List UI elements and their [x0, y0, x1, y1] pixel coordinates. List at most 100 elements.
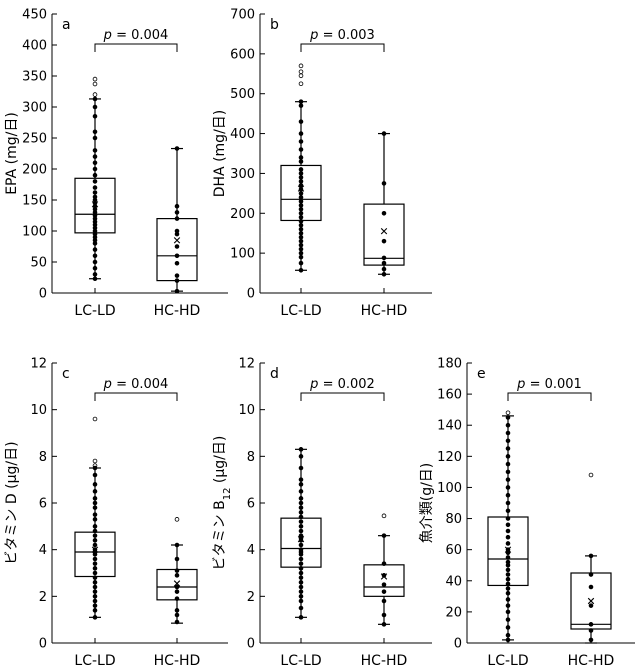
x-category-label: HC-HD [361, 303, 408, 319]
y-axis-label: ビタミン B12 (μg/日) [212, 436, 233, 571]
data-point [505, 541, 511, 546]
data-point [298, 489, 304, 494]
panel-c: 0 2 4 6 8 10 12 c ビタミン D (μg/日) LC-LD HC-HD p = 0.0… [4, 357, 228, 669]
data-point [505, 500, 511, 506]
data-point [298, 207, 304, 212]
data-point [505, 492, 511, 498]
significance-bracket [300, 43, 385, 52]
data-point [298, 246, 304, 252]
data-point [92, 561, 98, 566]
significance-bracket [507, 392, 592, 401]
box-HC-HD [363, 131, 405, 277]
y-tick-label: 150 [22, 194, 47, 209]
data-point [588, 553, 594, 559]
data-point [92, 517, 98, 522]
data-point [505, 581, 511, 587]
data-point [505, 590, 511, 596]
data-point [298, 179, 304, 184]
mean-marker [380, 573, 388, 580]
data-point [505, 603, 511, 608]
data-point [298, 496, 304, 501]
data-point [298, 267, 304, 273]
data-point [174, 146, 180, 151]
panel-letter: a [62, 17, 71, 33]
data-point [298, 556, 304, 562]
data-point [381, 561, 387, 566]
data-point [174, 260, 180, 266]
data-point [505, 461, 511, 467]
data-point [381, 238, 387, 244]
data-point [505, 576, 511, 582]
data-point [298, 465, 304, 471]
data-point [92, 416, 98, 422]
data-point [505, 469, 511, 475]
data-point [92, 538, 98, 543]
data-point [92, 500, 98, 506]
box-iqr [156, 218, 198, 282]
y-tick-label: 450 [22, 8, 47, 23]
y-tick-label: 400 [22, 39, 47, 54]
data-point [92, 556, 98, 562]
panel-a: 0 50 100 150 200 250 300 350 400 450 a EPA (mg/日) LC… [4, 8, 228, 319]
y-tick-label: 600 [230, 47, 255, 62]
y-tick-label: 120 [437, 450, 462, 465]
p-symbol: p [309, 28, 318, 43]
data-point [92, 489, 98, 494]
box-HC-HD [156, 146, 198, 294]
data-point [381, 210, 387, 216]
data-point [588, 572, 594, 577]
y-tick-label: 20 [445, 605, 462, 620]
y-tick-label: 400 [230, 127, 255, 142]
data-point [505, 516, 511, 521]
box-LC-LD [280, 63, 322, 273]
data-point [505, 625, 511, 630]
data-point [298, 238, 304, 244]
x-category-label: LC-LD [280, 653, 321, 669]
y-axis-label: ビタミン D (μg/日) [4, 441, 20, 564]
data-point [298, 99, 304, 104]
panel-letter: c [62, 366, 70, 382]
mean-marker [587, 597, 595, 605]
panel-letter: d [270, 366, 279, 382]
data-point [298, 615, 304, 620]
y-tick-label: 6 [39, 497, 47, 512]
data-point [92, 190, 98, 195]
y-tick-label: 4 [39, 543, 47, 558]
y-tick-label: 100 [437, 481, 462, 496]
y-tick-label: 50 [30, 256, 47, 271]
data-point [381, 255, 387, 261]
data-point [505, 422, 511, 428]
p-value-label: p = 0.004 [103, 28, 169, 43]
data-point [505, 522, 511, 528]
data-point [381, 271, 387, 277]
data-point [92, 542, 98, 548]
data-point [588, 622, 594, 627]
data-point [298, 580, 304, 585]
data-point [92, 166, 98, 172]
data-point [298, 570, 304, 576]
data-point [92, 533, 98, 538]
y-tick-label: 8 [247, 450, 255, 465]
data-point [505, 446, 511, 451]
data-point [298, 147, 304, 152]
data-point [298, 218, 304, 224]
y-tick-label: 4 [247, 543, 255, 558]
y-tick-label: 250 [22, 132, 47, 147]
data-point [174, 573, 180, 578]
y-axis-label-part: (μg/日) [212, 436, 228, 488]
data-point [505, 562, 511, 568]
y-tick-label: 100 [22, 225, 47, 240]
data-point [298, 230, 304, 236]
data-point [505, 485, 511, 490]
data-point [381, 598, 387, 604]
y-tick-label: 10 [30, 403, 47, 418]
data-point [174, 288, 180, 294]
panel-e: 0 20 40 60 80 100 120 140 160 180 e 魚介類(g/日) LC-LD HC… [419, 357, 635, 669]
y-axis-label-part: ビタミン B [212, 500, 228, 570]
data-point [298, 191, 304, 196]
data-point [92, 608, 98, 613]
panel-b: 0 100 200 300 400 500 600 700 b DHA (mg/日) LC-LD HC… [212, 8, 432, 319]
data-point [92, 259, 98, 265]
data-point [381, 582, 387, 587]
